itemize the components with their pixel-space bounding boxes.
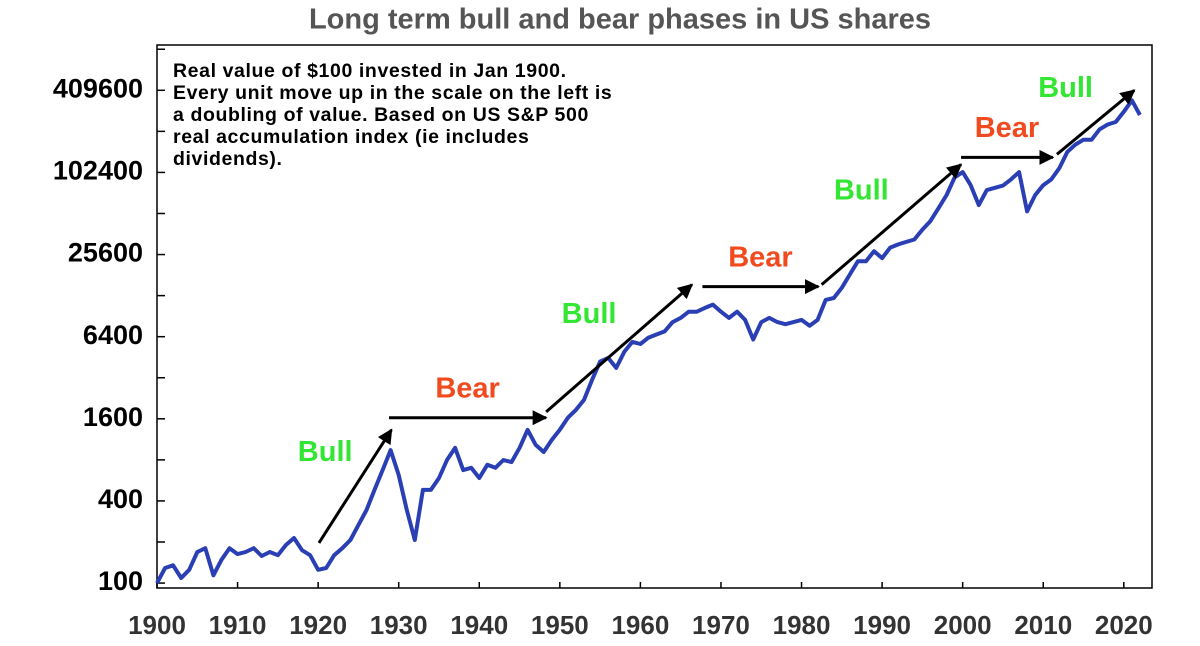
y-tick-label: 25600 — [68, 238, 143, 268]
phase-arrow — [820, 163, 963, 286]
phase-arrow — [545, 283, 694, 413]
data-line — [155, 98, 1142, 585]
x-tick-label: 1980 — [773, 610, 831, 640]
y-tick-label: 100 — [98, 566, 143, 596]
x-tick-label: 1970 — [692, 610, 750, 640]
chart-title: Long term bull and bear phases in US sha… — [309, 4, 931, 36]
x-tick-label: 2010 — [1014, 610, 1072, 640]
phase-label: Bull — [1038, 72, 1093, 104]
phase-label: Bear — [728, 241, 793, 273]
phase-label: Bull — [298, 436, 353, 468]
x-tick-label: 1930 — [370, 610, 428, 640]
x-tick-label: 1900 — [128, 610, 186, 640]
y-tick-label: 1600 — [83, 402, 143, 432]
plot-frame — [156, 44, 1153, 589]
phase-label: Bull — [562, 298, 617, 330]
x-tick-label: 2020 — [1095, 610, 1153, 640]
y-tick-label: 409600 — [53, 73, 143, 103]
x-tick-label: 2000 — [934, 610, 992, 640]
y-tick-label: 102400 — [53, 156, 143, 186]
phase-label: Bull — [834, 174, 889, 206]
phase-label: Bear — [975, 112, 1040, 144]
chart-note: Real value of $100 invested in Jan 1900.… — [173, 60, 613, 170]
x-tick-label: 1920 — [289, 610, 347, 640]
y-tick-label: 6400 — [83, 320, 143, 350]
phase-label: Bear — [435, 372, 500, 404]
x-tick-label: 1950 — [531, 610, 589, 640]
y-tick-label: 400 — [98, 484, 143, 514]
x-tick-label: 1940 — [450, 610, 508, 640]
phase-arrow — [1055, 89, 1136, 156]
x-tick-label: 1990 — [853, 610, 911, 640]
phase-arrow — [317, 428, 393, 544]
x-tick-label: 1910 — [209, 610, 267, 640]
x-tick-label: 1960 — [611, 610, 669, 640]
